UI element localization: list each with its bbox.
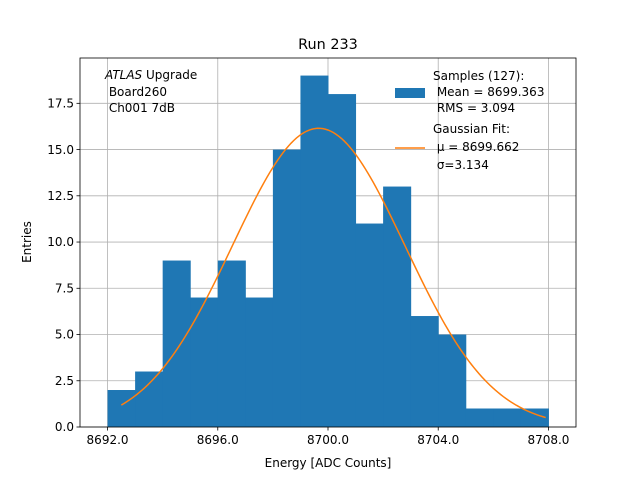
histogram-bar — [493, 408, 522, 427]
legend-samples-line-2: Mean = 8699.363 — [433, 85, 544, 99]
histogram-bar — [383, 186, 412, 427]
annotation-upgrade: Upgrade — [142, 68, 197, 82]
histogram-bars — [107, 75, 549, 428]
legend: Samples (127): Mean = 8699.363 RMS = 3.0… — [395, 69, 544, 172]
histogram-bar — [410, 316, 439, 427]
histogram-bar — [162, 260, 191, 427]
histogram-bar — [465, 408, 494, 427]
chart-title: Run 233 — [298, 37, 358, 53]
x-tick-label: 8704.0 — [417, 433, 459, 447]
fit-curve — [120, 127, 546, 419]
y-tick-label: 7.5 — [55, 281, 74, 295]
y-tick-label: 2.5 — [55, 374, 74, 388]
histogram-bar — [355, 223, 384, 427]
histogram-bar — [245, 297, 274, 427]
x-axis-label: Energy [ADC Counts] — [265, 456, 392, 470]
y-tick-label: 15.0 — [47, 143, 74, 157]
x-tick-label: 8696.0 — [197, 433, 239, 447]
x-axis-ticks: 8692.0 8696.0 8700.0 8704.0 8708.0 — [87, 427, 569, 447]
x-tick-label: 8700.0 — [307, 433, 349, 447]
histogram-bar — [135, 371, 164, 427]
y-tick-label: 17.5 — [47, 97, 74, 111]
y-axis-ticks: 0.0 2.5 5.0 7.5 10.0 12.5 15.0 17.5 — [47, 97, 80, 434]
x-tick-label: 8692.0 — [87, 433, 129, 447]
annotation-box: ATLAS Upgrade Board260 Ch001 7dB — [104, 68, 197, 115]
histogram-bar — [438, 334, 467, 427]
histogram-bar — [107, 390, 136, 427]
y-tick-label: 0.0 — [55, 420, 74, 434]
histogram-bar — [300, 75, 329, 428]
y-tick-label: 10.0 — [47, 235, 74, 249]
histogram-bar — [520, 408, 549, 427]
legend-samples-line-1: Samples (127): — [433, 69, 524, 83]
histogram-bar — [272, 149, 301, 427]
annotation-line-3: Ch001 7dB — [105, 101, 175, 115]
legend-samples-line-3: RMS = 3.094 — [433, 101, 515, 115]
annotation-line-1: ATLAS Upgrade — [104, 68, 197, 82]
legend-samples-swatch — [395, 88, 425, 98]
histogram-bar — [217, 260, 246, 427]
x-tick-label: 8708.0 — [527, 433, 569, 447]
legend-fit-line-2: μ = 8699.662 — [433, 140, 519, 154]
fit-curve-group — [120, 127, 546, 419]
legend-fit-line-3: σ=3.134 — [433, 158, 489, 172]
annotation-line-2: Board260 — [105, 85, 167, 99]
annotation-atlas: ATLAS — [104, 68, 143, 82]
y-tick-label: 12.5 — [47, 189, 74, 203]
histogram-bar — [328, 94, 357, 427]
y-axis-label: Entries — [20, 221, 34, 263]
y-tick-label: 5.0 — [55, 328, 74, 342]
legend-fit-line-1: Gaussian Fit: — [433, 122, 510, 136]
histogram-bar — [190, 297, 219, 427]
